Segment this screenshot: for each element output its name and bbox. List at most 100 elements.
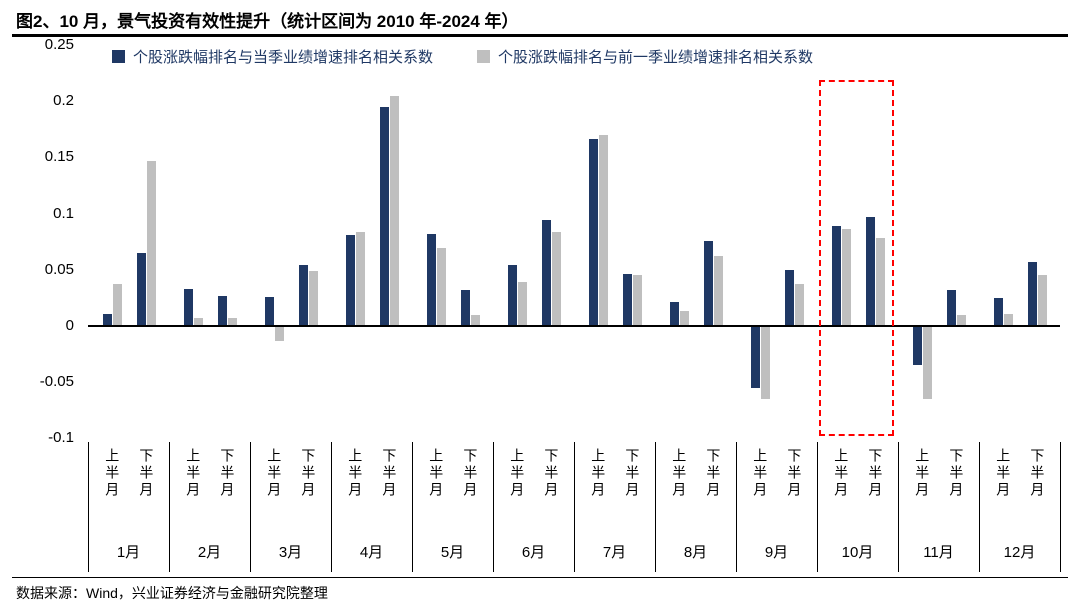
- half-month-label: 上半月: [752, 448, 769, 499]
- bar-current-quarter: [298, 265, 308, 326]
- bar-current-quarter: [993, 297, 1003, 326]
- bar-previous-quarter: [632, 275, 642, 326]
- bar-current-quarter: [946, 290, 956, 326]
- y-axis-tick-label: 0.05: [44, 260, 74, 278]
- bar-current-quarter: [426, 233, 436, 326]
- bar-current-quarter: [784, 269, 794, 326]
- bar-previous-quarter: [146, 160, 156, 326]
- bar-current-quarter: [460, 290, 470, 326]
- half-month-label: 下半月: [786, 448, 803, 499]
- half-month-label: 下半月: [705, 448, 722, 499]
- month-label: 5月: [440, 544, 465, 561]
- legend: 个股涨跌幅排名与当季业绩增速排名相关系数 个股涨跌幅排名与前一季业绩增速排名相关…: [112, 46, 813, 67]
- half-month-label: 下半月: [300, 448, 317, 499]
- y-axis-tick-label: 0.2: [53, 92, 74, 110]
- month-divider: [736, 442, 737, 572]
- bar-previous-quarter: [517, 282, 527, 326]
- legend-swatch-previous-quarter: [477, 50, 491, 63]
- month-divider: [817, 442, 818, 572]
- half-month-label: 下半月: [138, 448, 155, 499]
- half-month-label: 下半月: [462, 448, 479, 499]
- bar-current-quarter: [217, 295, 227, 326]
- bar-current-quarter: [588, 139, 598, 326]
- month-label: 10月: [841, 544, 874, 561]
- half-month-label: 上半月: [590, 448, 607, 499]
- month-label: 8月: [683, 544, 708, 561]
- bar-previous-quarter: [470, 314, 480, 326]
- bar-previous-quarter: [1037, 275, 1047, 326]
- y-axis-tick-label: 0.15: [44, 148, 74, 166]
- y-axis-tick-label: 0.25: [44, 36, 74, 53]
- half-month-label: 上半月: [671, 448, 688, 499]
- half-month-label: 上半月: [185, 448, 202, 499]
- legend-item-current-quarter: 个股涨跌幅排名与当季业绩增速排名相关系数: [112, 46, 433, 67]
- bar-current-quarter: [264, 296, 274, 326]
- y-axis-tick-label: 0: [65, 317, 74, 334]
- half-month-label: 上半月: [833, 448, 850, 499]
- month-label: 11月: [923, 544, 954, 561]
- data-source: 数据来源：Wind，兴业证券经济与金融研究院整理: [16, 585, 328, 601]
- month-divider: [574, 442, 575, 572]
- month-divider: [331, 442, 332, 572]
- bar-previous-quarter: [841, 229, 851, 326]
- bar-previous-quarter: [679, 311, 689, 326]
- month-label: 9月: [764, 544, 789, 561]
- bar-previous-quarter: [274, 326, 284, 341]
- half-month-label: 上半月: [995, 448, 1012, 499]
- legend-item-previous-quarter: 个股涨跌幅排名与前一季业绩增速排名相关系数: [477, 46, 813, 67]
- bar-previous-quarter: [551, 231, 561, 326]
- highlight-box-october: [819, 80, 894, 436]
- bar-current-quarter: [865, 216, 875, 326]
- bar-previous-quarter: [112, 284, 122, 326]
- half-month-label: 上半月: [509, 448, 526, 499]
- month-label: 6月: [521, 544, 546, 561]
- month-divider: [412, 442, 413, 572]
- bar-current-quarter: [703, 240, 713, 326]
- month-label: 2月: [197, 544, 222, 561]
- y-axis-tick-label: 0.1: [53, 204, 74, 222]
- bar-current-quarter: [102, 313, 112, 326]
- footer-divider: [12, 577, 1068, 578]
- bar-previous-quarter: [922, 326, 932, 400]
- half-month-label: 上半月: [266, 448, 283, 499]
- half-month-label: 下半月: [624, 448, 641, 499]
- bar-current-quarter: [183, 288, 193, 326]
- bar-current-quarter: [379, 106, 389, 326]
- bar-previous-quarter: [389, 95, 399, 326]
- half-month-label: 上半月: [914, 448, 931, 499]
- half-month-label: 下半月: [867, 448, 884, 499]
- bar-previous-quarter: [193, 318, 203, 326]
- bar-current-quarter: [136, 252, 146, 326]
- month-label: 12月: [1003, 544, 1036, 561]
- bar-current-quarter: [912, 326, 922, 366]
- month-divider: [493, 442, 494, 572]
- bar-current-quarter: [1027, 261, 1037, 326]
- month-divider: [898, 442, 899, 572]
- chart-title: 图2、10 月，景气投资有效性提升（统计区间为 2010 年-2024 年）: [16, 12, 519, 31]
- bar-current-quarter: [831, 225, 841, 326]
- x-axis-zero-line: [88, 325, 1060, 327]
- bar-previous-quarter: [308, 270, 318, 326]
- bar-previous-quarter: [1003, 313, 1013, 326]
- month-label: 4月: [359, 544, 384, 561]
- month-divider: [1060, 442, 1061, 572]
- month-label: 7月: [602, 544, 627, 561]
- month-divider: [655, 442, 656, 572]
- month-divider: [979, 442, 980, 572]
- bar-current-quarter: [669, 302, 679, 326]
- half-month-label: 上半月: [104, 448, 121, 499]
- month-divider: [88, 442, 89, 572]
- y-axis-tick-label: -0.1: [48, 429, 74, 447]
- y-axis-tick-label: -0.05: [39, 373, 74, 391]
- half-month-label: 下半月: [543, 448, 560, 499]
- bar-previous-quarter: [956, 314, 966, 326]
- half-month-label: 上半月: [428, 448, 445, 499]
- bar-current-quarter: [622, 274, 632, 326]
- month-label: 3月: [278, 544, 303, 561]
- legend-swatch-current-quarter: [112, 50, 125, 63]
- bar-previous-quarter: [875, 238, 885, 326]
- bar-current-quarter: [541, 220, 551, 326]
- bar-previous-quarter: [713, 256, 723, 326]
